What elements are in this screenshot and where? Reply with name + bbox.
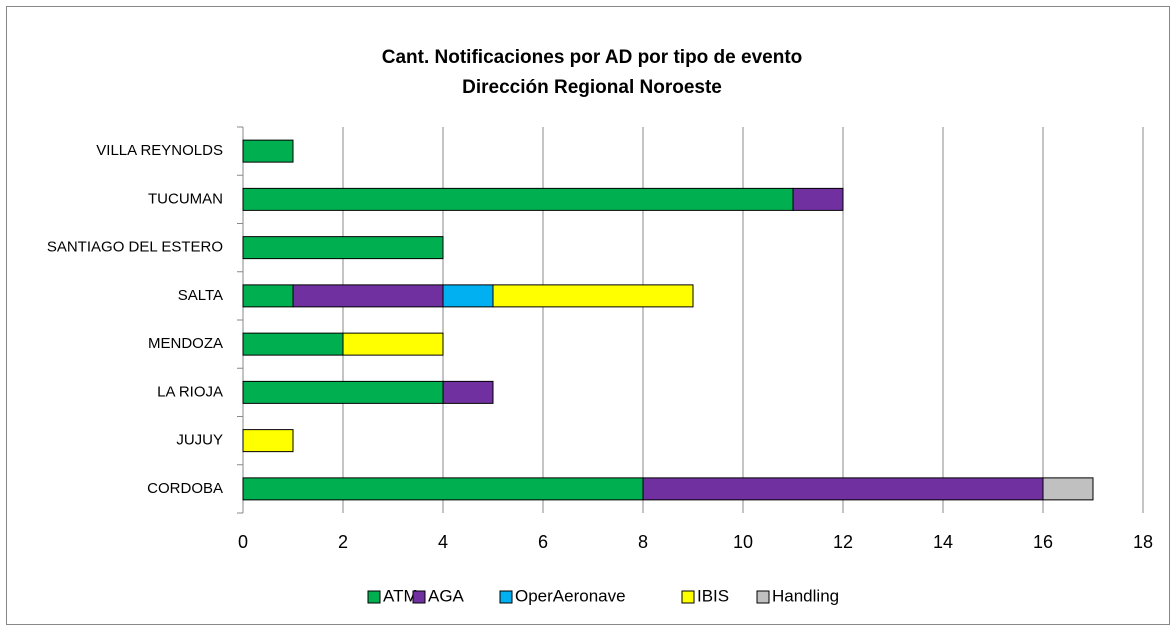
y-tick-label: CORDOBA: [147, 480, 223, 497]
bar-segment: [292, 284, 444, 308]
bar-segment: [242, 380, 444, 404]
legend-label: ATM: [383, 586, 418, 605]
legend-label: IBIS: [697, 586, 729, 605]
chart-title: Cant. Notificaciones por AD por tipo de …: [382, 47, 803, 68]
y-tick-label: JUJUY: [176, 432, 223, 449]
x-tick-label: 4: [438, 532, 448, 552]
x-tick-label: 6: [538, 532, 548, 552]
legend-swatch: [412, 590, 426, 604]
bar-segment: [1042, 477, 1094, 501]
bar-segment: [242, 477, 644, 501]
y-tick-label: MENDOZA: [148, 335, 223, 352]
legend-label: OperAeronave: [515, 586, 626, 605]
x-tick-label: 2: [338, 532, 348, 552]
bar-segment: [342, 332, 444, 356]
bar-segment: [242, 236, 444, 260]
chart-subtitle: Dirección Regional Noroeste: [462, 77, 722, 98]
bar-segment: [242, 284, 294, 308]
x-tick-label: 16: [1033, 532, 1053, 552]
x-tick-label: 10: [733, 532, 753, 552]
bar-segment: [242, 429, 294, 453]
bar-segment: [642, 477, 1044, 501]
legend-label: Handling: [772, 586, 839, 605]
x-tick-label: 8: [638, 532, 648, 552]
x-tick-label: 0: [238, 532, 248, 552]
x-tick-label: 18: [1133, 532, 1153, 552]
legend-swatch: [756, 590, 770, 604]
legend-swatch: [499, 590, 513, 604]
bar-segment: [442, 380, 494, 404]
y-tick-label: SANTIAGO DEL ESTERO: [47, 239, 223, 256]
bar-segment: [792, 187, 844, 211]
bar-segment: [242, 139, 294, 163]
y-tick-label: VILLA REYNOLDS: [96, 142, 223, 159]
chart-border: [6, 6, 1170, 625]
bar-segment: [242, 332, 344, 356]
legend-label: AGA: [428, 586, 465, 605]
legend-swatch: [367, 590, 381, 604]
bar-segment: [442, 284, 494, 308]
y-tick-label: TUCUMAN: [148, 190, 223, 207]
bar-segment: [492, 284, 694, 308]
legend-swatch: [681, 590, 695, 604]
x-tick-label: 14: [933, 532, 953, 552]
y-tick-label: SALTA: [178, 287, 223, 304]
bar-segment: [242, 187, 794, 211]
y-tick-label: LA RIOJA: [157, 383, 223, 400]
x-tick-label: 12: [833, 532, 853, 552]
